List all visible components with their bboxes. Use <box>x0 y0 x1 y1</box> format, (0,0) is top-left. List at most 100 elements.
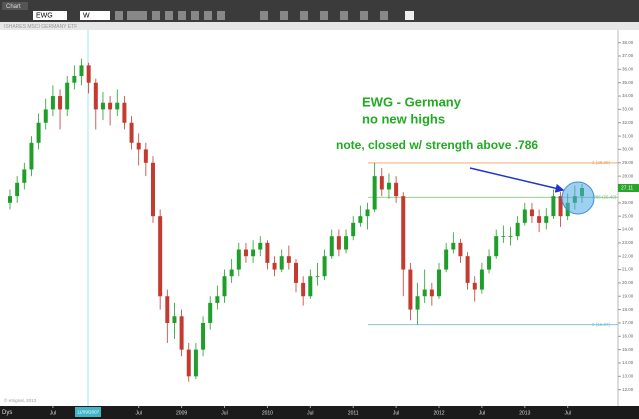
candle-body <box>308 276 313 297</box>
icon[interactable] <box>320 11 328 20</box>
annotation: EWG - Germany <box>362 94 462 109</box>
tab-label: Chart <box>6 4 21 10</box>
candle-body <box>487 256 492 270</box>
x-tick-label: 2013 <box>519 410 530 416</box>
candle-body <box>222 276 227 297</box>
candle-body <box>415 296 420 310</box>
y-tick-label: 20.00 <box>622 280 634 285</box>
candle-body <box>437 269 441 297</box>
candle-body <box>158 216 163 297</box>
candle-body <box>329 236 334 257</box>
candle-body <box>236 249 241 270</box>
candle-body <box>193 349 198 377</box>
icon[interactable] <box>204 11 212 20</box>
candle-body <box>408 269 413 310</box>
interval-input[interactable] <box>80 11 110 20</box>
icon[interactable] <box>340 11 348 20</box>
candle-body <box>472 282 477 290</box>
y-tick-label: 32.00 <box>622 120 634 125</box>
x-tick-label: Jul <box>564 410 570 416</box>
x-tick-label: Jul <box>307 410 313 416</box>
candle-body <box>301 282 306 297</box>
candle-body <box>36 122 41 143</box>
icon[interactable] <box>380 11 388 20</box>
tab[interactable] <box>2 2 28 10</box>
candle-body <box>100 102 105 110</box>
chart-header <box>0 22 639 30</box>
icon[interactable] <box>165 11 173 20</box>
candle-body <box>344 236 349 250</box>
candle-body <box>50 96 55 110</box>
y-tick-label: 13.00 <box>622 374 634 379</box>
candle-body <box>43 109 48 123</box>
icon[interactable] <box>217 11 225 20</box>
candle-body <box>494 236 499 257</box>
candle-body <box>172 316 177 323</box>
icon[interactable] <box>280 11 288 20</box>
candle-body <box>22 169 27 183</box>
x-tick-label: 2010 <box>262 410 273 416</box>
icon[interactable] <box>260 11 268 20</box>
x-axis <box>0 406 639 419</box>
candle-body <box>115 102 120 110</box>
icon[interactable] <box>405 11 414 20</box>
y-tick-label: 34.00 <box>622 93 634 98</box>
candle-body <box>465 256 470 283</box>
y-tick-label: 28.00 <box>622 173 634 178</box>
y-tick-label: 22.00 <box>622 253 634 258</box>
icon[interactable] <box>152 11 160 20</box>
symbol-text: EWG <box>36 12 53 19</box>
candle-body <box>394 182 399 197</box>
candle-body <box>165 296 170 323</box>
candle-body <box>265 242 270 263</box>
y-tick-label: 24.00 <box>622 227 634 232</box>
candle-body <box>65 82 70 110</box>
icon[interactable] <box>360 11 368 20</box>
fib-label: 0 (16.87) <box>592 322 611 327</box>
x-tick-label: Jul <box>393 410 399 416</box>
y-tick-label: 26.00 <box>622 200 634 205</box>
candle-body <box>522 209 527 223</box>
candle-body <box>501 236 506 237</box>
fib-label: .786 (26.42) <box>592 194 617 199</box>
candle-body <box>179 316 184 350</box>
y-tick-label: 15.00 <box>622 347 634 352</box>
candle-body <box>122 102 127 123</box>
y-tick-label: 30.00 <box>622 147 634 152</box>
y-tick-label: 23.00 <box>622 240 634 245</box>
y-tick-label: 19.00 <box>622 293 634 298</box>
candle-body <box>558 196 563 217</box>
candle-body <box>358 216 363 223</box>
candle-body <box>537 216 542 223</box>
y-tick-label: 31.00 <box>622 133 634 138</box>
candle-body <box>8 196 12 203</box>
icon[interactable] <box>300 11 308 20</box>
x-tick-label: Jul <box>135 410 141 416</box>
candle-body <box>286 256 291 263</box>
y-tick-label: 37.00 <box>622 53 634 58</box>
candle-body <box>386 182 391 190</box>
icon[interactable] <box>178 11 186 20</box>
icon[interactable] <box>127 11 147 20</box>
symbol-input[interactable] <box>33 11 67 20</box>
candle-body <box>315 276 320 278</box>
last-price-tag <box>618 184 639 193</box>
cursor-label: 11/09/2007 <box>77 410 100 415</box>
x-tick-label: 2011 <box>348 410 359 416</box>
candle-body <box>243 249 248 257</box>
y-tick-label: 18.00 <box>622 307 634 312</box>
icon[interactable] <box>115 11 123 20</box>
candle-body <box>372 176 377 210</box>
x-tick-label: 2009 <box>176 410 187 416</box>
candle-body <box>15 182 20 197</box>
candle-body <box>458 242 463 257</box>
x-tick-label: 2012 <box>433 410 444 416</box>
copyright: © eSignal, 2013 <box>4 397 37 403</box>
annotation: note, closed w/ strength above .786 <box>336 138 538 152</box>
y-tick-label: 33.00 <box>622 107 634 112</box>
candle-body <box>79 65 84 77</box>
cursor-box <box>75 407 101 417</box>
candle-body <box>229 269 234 277</box>
icon[interactable] <box>191 11 199 20</box>
